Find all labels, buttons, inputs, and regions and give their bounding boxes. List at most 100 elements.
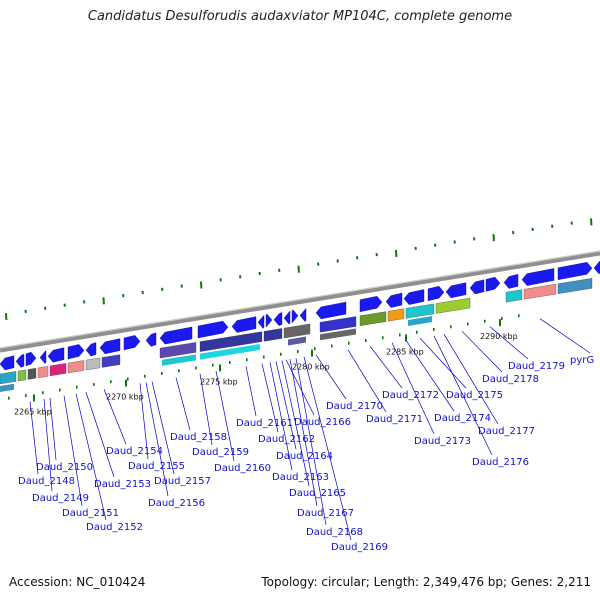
gene-arrow <box>403 289 425 305</box>
inner-tick <box>42 391 44 395</box>
inner-tick <box>382 336 384 340</box>
gene-label: Daud_2161 <box>236 418 293 429</box>
gene-label: Daud_2166 <box>294 417 351 428</box>
gene-leader-line <box>391 342 435 435</box>
gene-label: Daud_2177 <box>478 426 535 437</box>
gene-leader-line <box>139 383 149 460</box>
inner-tick <box>110 380 112 384</box>
gene-arrow <box>0 355 15 371</box>
gene-leader-line <box>419 337 467 389</box>
gene-arrow <box>359 296 383 313</box>
gene-label: Daud_2160 <box>214 463 271 474</box>
gene-arrow <box>557 262 593 281</box>
gene-leader-line <box>85 391 115 478</box>
gene-label: Daud_2174 <box>434 413 491 424</box>
gene-leader-line <box>281 360 310 487</box>
cog-block <box>199 331 263 352</box>
gene-leader-line <box>175 377 191 431</box>
cog-block <box>37 366 49 379</box>
gene-arrow <box>85 342 97 357</box>
inner-tick <box>297 349 299 353</box>
inner-tick <box>365 338 367 342</box>
gene-leader-line <box>275 361 297 450</box>
inner-tick <box>161 371 163 375</box>
gene-label: Daud_2173 <box>414 436 471 447</box>
gene-arrow <box>283 310 291 325</box>
gene-leader-line <box>315 354 347 400</box>
inner-tick <box>59 388 61 392</box>
gene-label: Daud_2153 <box>94 479 151 490</box>
cog-block-secondary <box>408 316 432 327</box>
gene-label: Daud_2159 <box>192 447 249 458</box>
gene-arrow <box>315 301 347 320</box>
gene-label: Daud_2149 <box>32 493 89 504</box>
cog-block <box>67 360 85 374</box>
inner-tick <box>450 325 452 329</box>
gene-arrow <box>385 292 403 308</box>
gene-leader-line <box>245 366 257 417</box>
gene-arrow <box>159 326 193 345</box>
gene-arrow <box>47 347 65 363</box>
gene-leader-line <box>539 318 591 354</box>
scale-tick-label: 2275 kbp <box>200 377 238 386</box>
gene-leader-line <box>289 359 318 507</box>
inner-tick <box>467 322 469 326</box>
cog-block-secondary <box>200 343 260 360</box>
inner-tick <box>25 393 27 397</box>
cog-block-secondary <box>162 354 196 366</box>
inner-tick <box>93 382 95 386</box>
gene-label: Daud_2154 <box>106 446 163 457</box>
inner-tick <box>416 330 418 334</box>
cog-block <box>159 342 197 359</box>
gene-leader-line <box>261 363 279 433</box>
scale-tick-label: 2270 kbp <box>106 393 144 402</box>
scale-bar: 2265 kbp 2270 kbp 2275 kbp 2280 kbp 2285 kbp… <box>14 319 518 417</box>
gene-label: pyrG <box>570 355 594 366</box>
cog-block <box>505 289 523 303</box>
gene-label: Daud_2163 <box>272 472 329 483</box>
gene-leader-line <box>269 362 293 471</box>
gene-label: Daud_2172 <box>382 390 439 401</box>
gene-arrow <box>469 279 485 295</box>
gene-label: Daud_2171 <box>366 414 423 425</box>
inner-tick <box>501 317 503 321</box>
genome-summary-text: Topology: circular; Length: 2,349,476 bp… <box>261 575 591 589</box>
gene-arrow <box>445 282 467 299</box>
gene-label: Daud_2168 <box>306 527 363 538</box>
cog-block <box>27 368 37 380</box>
gene-label: Daud_2164 <box>276 451 333 462</box>
gene-arrow <box>503 274 519 289</box>
gene-leader-line <box>199 373 213 446</box>
accession-text: Accession: NC_010424 <box>9 575 146 589</box>
gene-label: Daud_2165 <box>289 488 346 499</box>
gene-label-leaders <box>29 318 591 541</box>
cog-block <box>17 369 27 382</box>
gene-label: Daud_2162 <box>258 434 315 445</box>
inner-tick <box>127 377 129 381</box>
gene-leader-line <box>405 340 455 412</box>
gene-leader-line <box>29 401 39 475</box>
gene-arrow <box>485 276 501 292</box>
map-title: Candidatus Desulforudis audaxviator MP10… <box>87 9 513 24</box>
gene-leader-line <box>215 371 235 462</box>
gene-arrow <box>145 332 157 347</box>
gene-arrow <box>123 335 141 351</box>
gene-leader-line <box>347 349 387 413</box>
inner-tick <box>195 366 197 370</box>
cog-block-secondary <box>320 328 356 341</box>
gene-leader-line <box>433 335 493 456</box>
inner-tick <box>280 352 282 356</box>
cog-category-row <box>0 278 593 385</box>
gene-label: Daud_2175 <box>446 390 503 401</box>
gene-label: Daud_2148 <box>18 476 75 487</box>
inner-tick <box>8 396 10 400</box>
gene-leader-line <box>369 345 403 389</box>
cog-block <box>557 278 593 294</box>
inner-tick <box>348 341 350 345</box>
gene-arrow <box>197 320 229 339</box>
gene-arrow <box>265 313 273 328</box>
gene-arrow <box>15 353 25 368</box>
gene-arrow <box>67 344 85 360</box>
gene-leader-line <box>303 356 352 541</box>
gene-label: Daud_2156 <box>148 498 205 509</box>
